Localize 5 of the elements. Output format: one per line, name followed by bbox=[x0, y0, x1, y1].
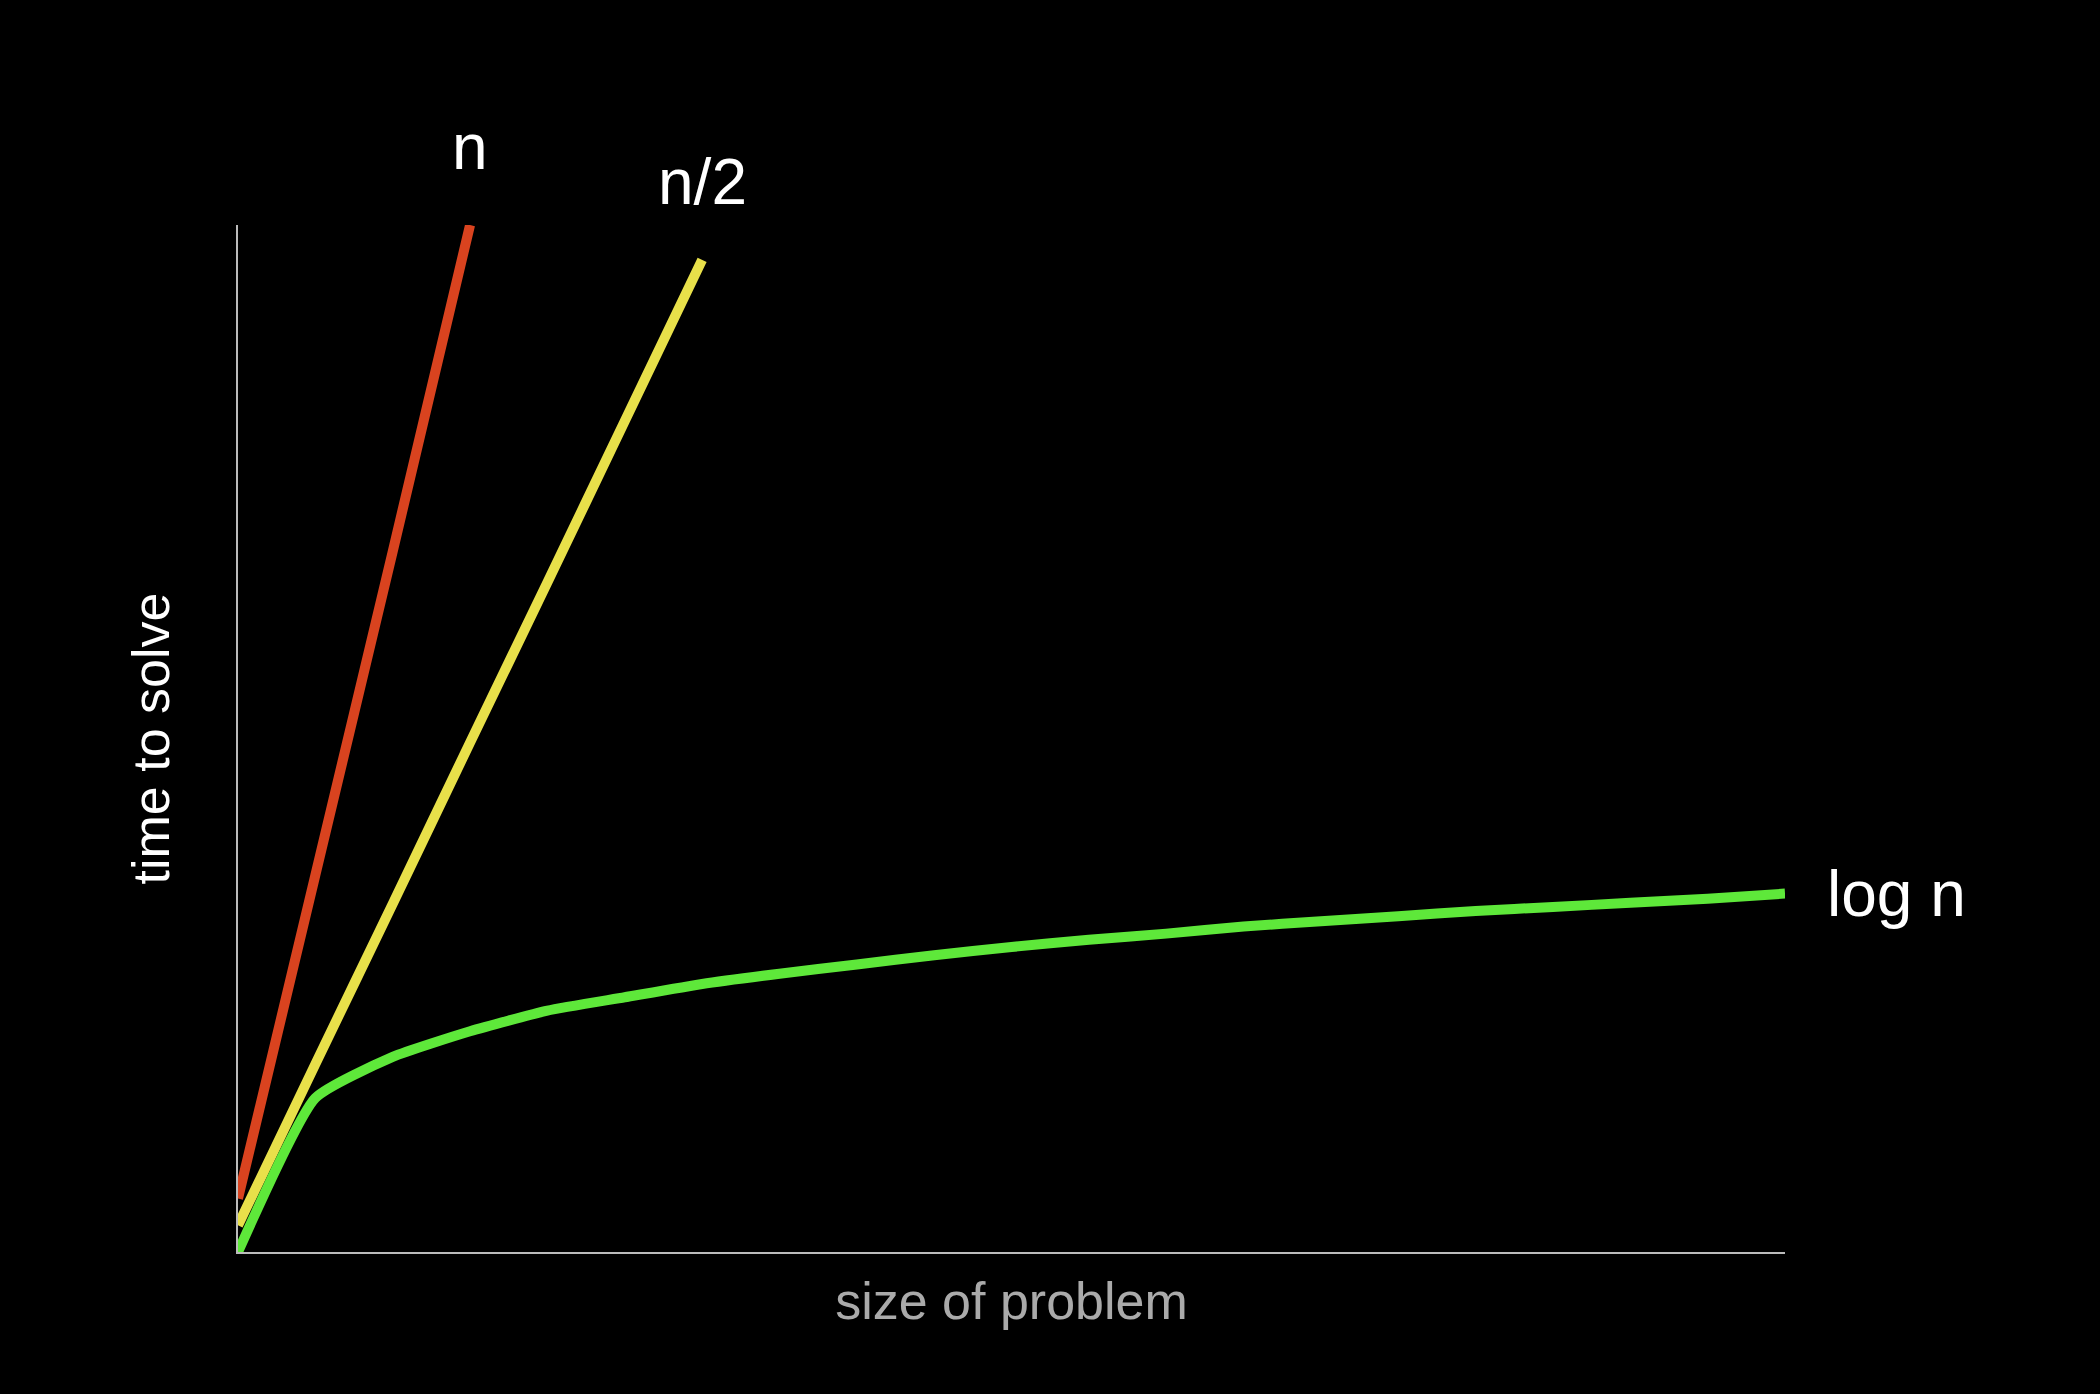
series-label: n bbox=[452, 111, 488, 183]
y-axis-title: time to solve bbox=[121, 592, 180, 885]
series-label: n/2 bbox=[658, 146, 747, 218]
x-axis-title: size of problem bbox=[835, 1272, 1188, 1331]
series-label: log n bbox=[1827, 858, 1966, 930]
